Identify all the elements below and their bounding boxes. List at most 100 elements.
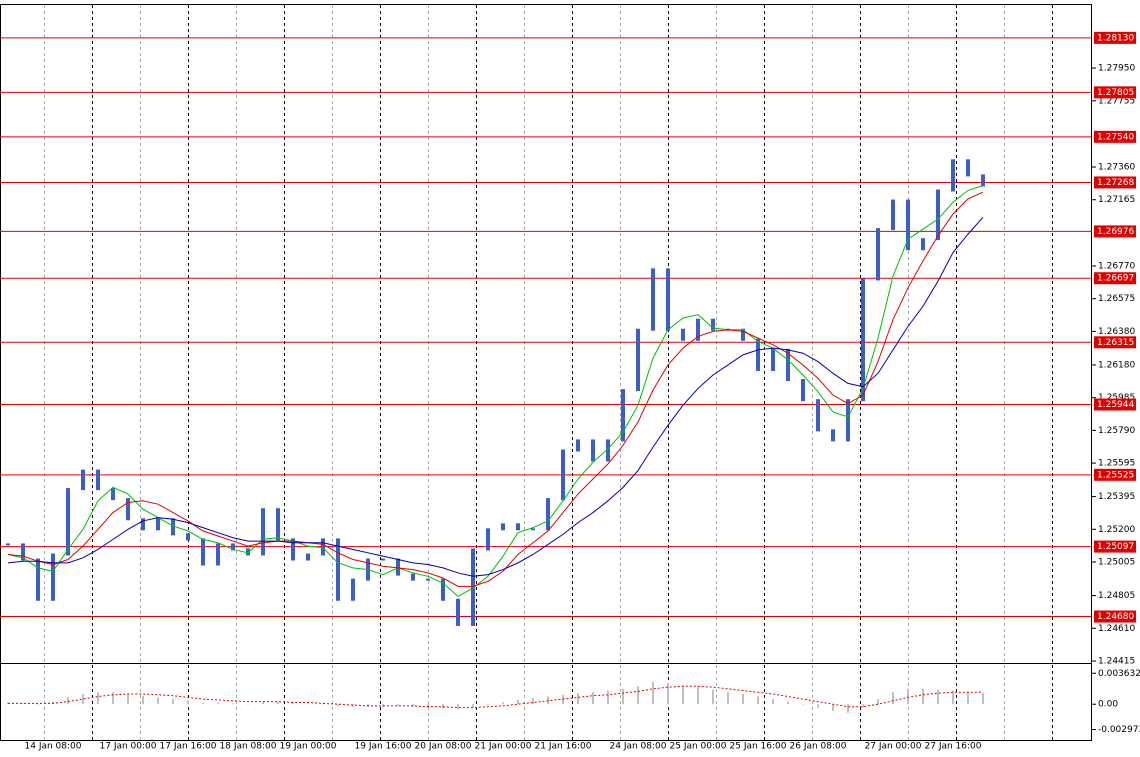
- candle: [351, 578, 355, 601]
- candle: [966, 159, 970, 177]
- candle: [291, 538, 295, 561]
- y-tick-label: 1.26180: [1098, 360, 1135, 370]
- level-tag: [1094, 176, 1136, 189]
- osc-bar: [922, 688, 924, 705]
- candle: [921, 238, 925, 251]
- candle: [306, 553, 310, 561]
- candle: [81, 469, 85, 491]
- candle: [216, 543, 220, 566]
- x-tick-label: 17 Jan 00:00: [100, 742, 157, 752]
- candle: [636, 328, 640, 392]
- level-label: 1.25525: [1097, 470, 1134, 480]
- osc-bar: [487, 704, 489, 706]
- candle: [336, 538, 340, 601]
- level-label: 1.28130: [1097, 33, 1134, 43]
- level-label: 1.26976: [1097, 227, 1134, 237]
- osc-bar: [307, 703, 309, 705]
- y-tick-label: 1.25985: [1098, 393, 1135, 403]
- moving-average: [7, 185, 984, 598]
- level-label: 1.27805: [1097, 88, 1134, 98]
- osc-bar: [427, 704, 429, 708]
- level-tag: [1094, 31, 1136, 44]
- candle: [936, 189, 940, 241]
- candle: [981, 174, 985, 187]
- osc-bar: [457, 704, 459, 710]
- x-tick-label: 17 Jan 16:00: [160, 742, 217, 752]
- osc-bar: [577, 693, 579, 705]
- osc-bar: [172, 699, 174, 705]
- osc-signal: [8, 685, 983, 709]
- osc-bar: [232, 703, 234, 705]
- candle: [141, 518, 145, 531]
- x-tick-label: 25 Jan 00:00: [670, 742, 727, 752]
- osc-bar: [502, 702, 504, 705]
- osc-bar: [802, 704, 804, 705]
- x-tick-label: 19 Jan 00:00: [280, 742, 337, 752]
- x-tick-label: 26 Jan 08:00: [790, 742, 847, 752]
- osc-bar: [532, 698, 534, 705]
- x-tick-label: 27 Jan 16:00: [925, 742, 982, 752]
- osc-bar: [397, 704, 399, 706]
- osc-bar: [667, 682, 669, 705]
- y-tick-label: 1.24415: [1098, 656, 1135, 666]
- candle: [546, 498, 550, 531]
- candle: [786, 348, 790, 382]
- osc-bar: [847, 704, 849, 713]
- osc-bar: [262, 701, 264, 705]
- candle: [156, 518, 160, 531]
- level-label: 1.24680: [1097, 612, 1134, 622]
- level-label: 1.26315: [1097, 338, 1134, 348]
- osc-bar: [652, 682, 654, 705]
- y-tick-label: 1.24805: [1098, 591, 1135, 601]
- osc-bar: [337, 704, 339, 706]
- osc-bar: [127, 693, 129, 705]
- osc-bar: [952, 690, 954, 705]
- candle: [591, 439, 595, 462]
- y-tick-label: 1.27165: [1098, 195, 1135, 205]
- level-label: 1.27540: [1097, 132, 1134, 142]
- candle: [6, 543, 10, 546]
- candle: [126, 498, 130, 521]
- osc-bar: [472, 704, 474, 708]
- osc-bar: [67, 697, 69, 705]
- candle: [36, 558, 40, 601]
- x-tick-label: 24 Jan 08:00: [610, 742, 667, 752]
- candle: [696, 318, 700, 341]
- candle: [261, 508, 265, 556]
- candle: [861, 278, 865, 402]
- level-tag: [1094, 468, 1136, 481]
- osc-bar: [277, 701, 279, 705]
- osc-bar: [412, 704, 414, 707]
- candle: [666, 268, 670, 331]
- candle: [471, 548, 475, 626]
- level-tag: [1094, 225, 1136, 238]
- level-tag: [1094, 540, 1136, 553]
- candle: [681, 328, 685, 341]
- osc-bar: [37, 704, 39, 705]
- osc-y-tick-label: -0.002973: [1098, 725, 1140, 735]
- candle: [396, 558, 400, 576]
- level-tag: [1094, 130, 1136, 143]
- osc-bar: [517, 699, 519, 705]
- y-tick-label: 1.27755: [1098, 96, 1135, 106]
- candle: [741, 328, 745, 341]
- osc-bar: [697, 687, 699, 705]
- candle: [876, 228, 880, 281]
- osc-bar: [217, 702, 219, 705]
- y-tick-label: 1.26770: [1098, 261, 1135, 271]
- candle: [906, 199, 910, 251]
- level-label: 1.27268: [1097, 178, 1134, 188]
- osc-bar: [82, 693, 84, 705]
- osc-bar: [877, 699, 879, 705]
- osc-bar: [22, 703, 24, 705]
- y-tick-label: 1.25595: [1098, 459, 1135, 469]
- level-tag: [1094, 336, 1136, 349]
- x-tick-label: 21 Jan 16:00: [535, 742, 592, 752]
- candle: [111, 488, 115, 501]
- osc-bar: [712, 689, 714, 705]
- x-tick-label: 18 Jan 08:00: [220, 742, 277, 752]
- candle: [771, 348, 775, 371]
- candle: [756, 338, 760, 371]
